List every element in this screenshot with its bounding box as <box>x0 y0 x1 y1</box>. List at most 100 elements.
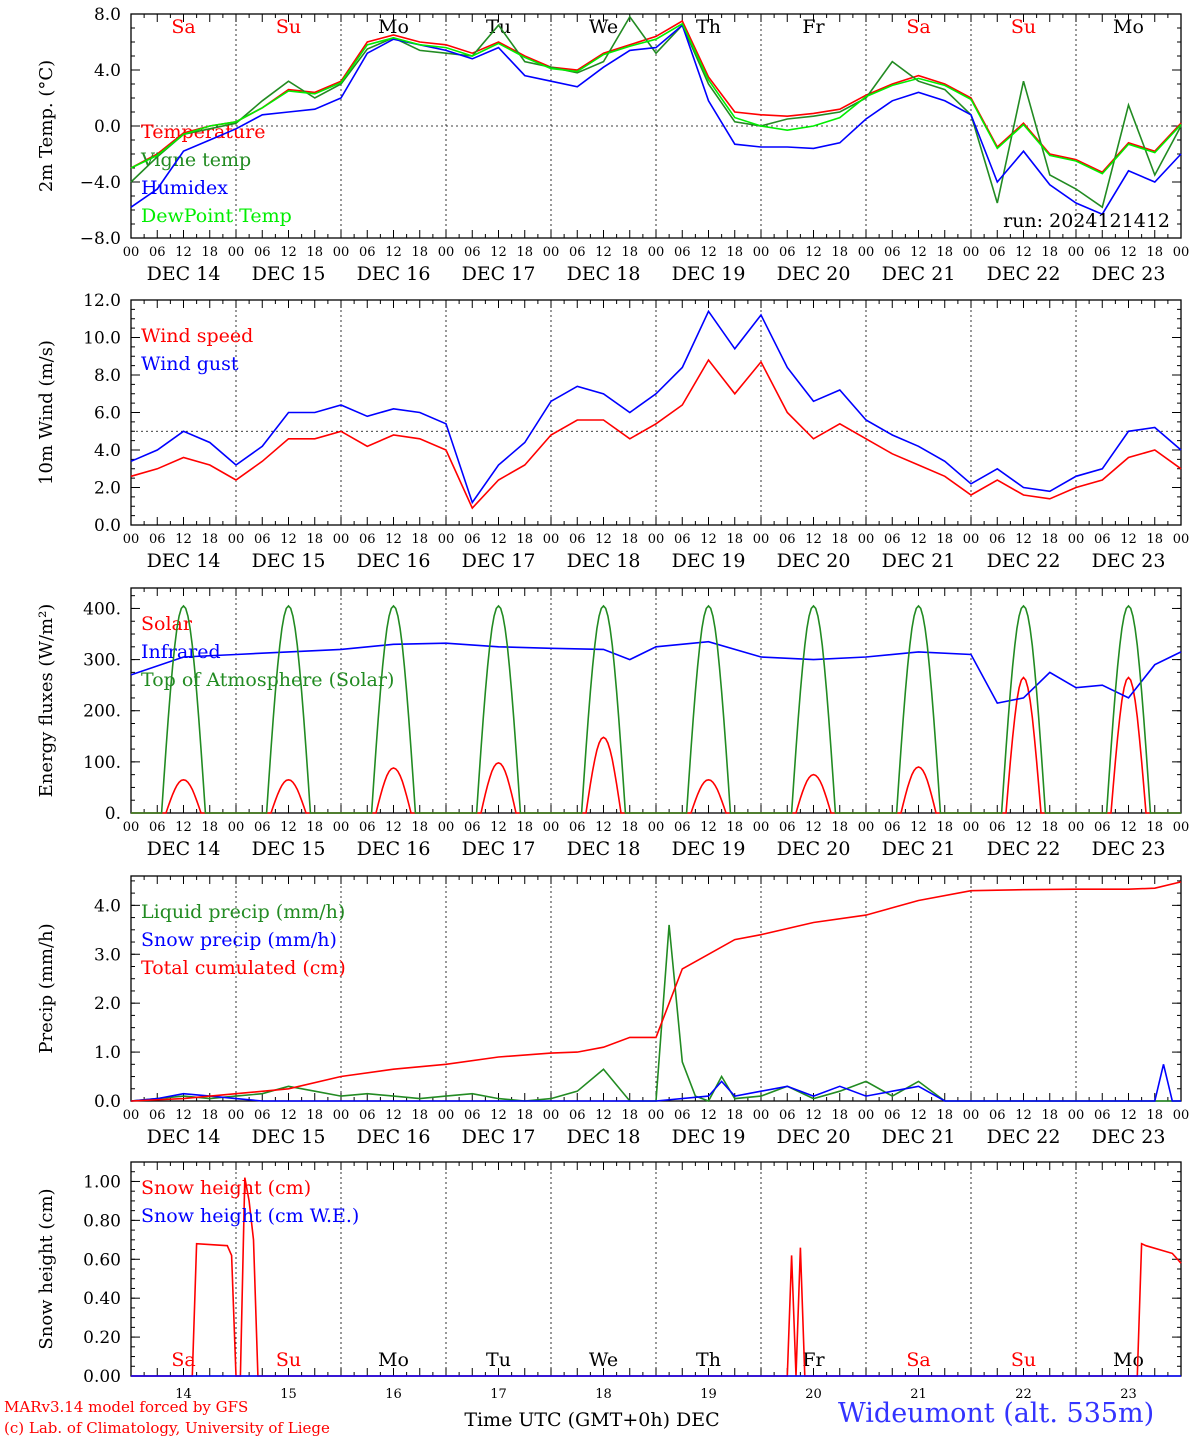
x-date-label: DEC 20 <box>777 838 851 860</box>
x-date-label: DEC 14 <box>147 263 221 285</box>
x-hour-label: 00 <box>648 1108 665 1123</box>
x-hour-label: 00 <box>753 245 770 260</box>
panel-2: 12.0 10.0 8.0 6.0 4.0 2.0 0.0 10m Wind (m/s) 00 0… <box>36 291 1189 572</box>
day-of-week-label: Su <box>276 16 301 38</box>
x-hour-label: 18 <box>726 820 743 835</box>
x-hour-label: 06 <box>149 1108 166 1123</box>
x-hour-label: 12 <box>490 532 507 547</box>
x-hour-label: 12 <box>595 245 612 260</box>
x-date-label: DEC 18 <box>567 263 641 285</box>
x-hour-label: 00 <box>858 245 875 260</box>
x-hour-label: 00 <box>228 245 245 260</box>
x-day-number: 20 <box>805 1387 822 1402</box>
x-hour-label: 00 <box>1068 245 1085 260</box>
x-date-label: DEC 14 <box>147 838 221 860</box>
x-hour-label: 12 <box>805 820 822 835</box>
x-hour-label: 00 <box>438 1108 455 1123</box>
x-hour-label: 12 <box>595 1108 612 1123</box>
x-hour-label: 18 <box>1041 245 1058 260</box>
x-date-label: DEC 21 <box>882 838 956 860</box>
x-hour-label: 18 <box>306 1108 323 1123</box>
day-of-week-label: Su <box>1011 16 1036 38</box>
series-line-top-of-atmosphere-solar- <box>131 604 1181 814</box>
x-hour-label: 00 <box>333 1108 350 1123</box>
x-date-label: DEC 23 <box>1092 263 1166 285</box>
x-date-label: DEC 16 <box>357 263 431 285</box>
legend-entry: DewPoint Temp <box>141 205 292 227</box>
x-hour-label: 12 <box>1120 1108 1137 1123</box>
x-hour-label: 12 <box>1015 820 1032 835</box>
x-hour-label: 06 <box>779 820 796 835</box>
day-of-week-label: We <box>589 1349 618 1371</box>
x-date-label: DEC 14 <box>147 1126 221 1148</box>
x-hour-label: 18 <box>411 820 428 835</box>
panel-1: 8.0 4.0 0.0 −4.0 −8.0 2m Temp. (°C) 00 06 12 18 00… <box>36 5 1189 285</box>
series-line-wind-gust <box>130 309 1182 505</box>
x-hour-label: 12 <box>490 1108 507 1123</box>
x-hour-label: 06 <box>569 1108 586 1123</box>
day-of-week-label: Mo <box>1113 1349 1144 1371</box>
x-hour-label: 06 <box>254 532 271 547</box>
x-hour-label: 18 <box>201 820 218 835</box>
x-hour-label: 12 <box>910 820 927 835</box>
x-hour-label: 00 <box>648 532 665 547</box>
y-tick-label: 0.60 <box>83 1250 121 1270</box>
x-hour-label: 00 <box>228 532 245 547</box>
x-day-number: 22 <box>1015 1387 1032 1402</box>
x-day-number: 21 <box>910 1387 927 1402</box>
x-hour-label: 00 <box>963 532 980 547</box>
x-hour-label: 18 <box>936 1108 953 1123</box>
x-hour-label: 18 <box>411 532 428 547</box>
x-date-label: DEC 19 <box>672 838 746 860</box>
x-date-label: DEC 16 <box>357 1126 431 1148</box>
x-hour-label: 18 <box>621 820 638 835</box>
x-hour-label: 18 <box>831 820 848 835</box>
x-day-number: 16 <box>385 1387 402 1402</box>
x-date-label: DEC 18 <box>567 838 641 860</box>
x-hour-label: 18 <box>621 532 638 547</box>
x-date-label: DEC 19 <box>672 1126 746 1148</box>
y-axis-label: 10m Wind (m/s) <box>36 340 57 485</box>
x-hour-label: 12 <box>805 245 822 260</box>
x-hour-label: 06 <box>1094 1108 1111 1123</box>
x-date-label: DEC 18 <box>567 550 641 572</box>
x-hour-label: 18 <box>1146 245 1163 260</box>
x-hour-label: 18 <box>1146 532 1163 547</box>
legend-entry: Liquid precip (mm/h) <box>141 901 345 923</box>
x-hour-label: 18 <box>831 532 848 547</box>
series-line-humidex <box>130 23 1182 216</box>
legend-entry: Solar <box>141 613 193 635</box>
day-of-week-label: Sa <box>906 1349 930 1371</box>
legend-entry: Wind gust <box>141 353 239 375</box>
x-date-label: DEC 23 <box>1092 1126 1166 1148</box>
x-hour-label: 18 <box>516 820 533 835</box>
x-hour-label: 00 <box>123 820 140 835</box>
x-hour-label: 00 <box>753 532 770 547</box>
x-hour-label: 12 <box>385 532 402 547</box>
day-of-week-label: Su <box>1011 1349 1036 1371</box>
x-hour-label: 06 <box>569 532 586 547</box>
x-hour-label: 18 <box>201 245 218 260</box>
y-tick-label: 0. <box>105 804 121 824</box>
x-hour-label: 18 <box>1041 1108 1058 1123</box>
x-hour-label: 06 <box>1094 820 1111 835</box>
x-hour-label: 12 <box>1015 1108 1032 1123</box>
x-hour-label: 18 <box>1041 820 1058 835</box>
x-hour-label: 18 <box>516 532 533 547</box>
x-hour-label: 00 <box>543 245 560 260</box>
x-hour-label: 12 <box>700 532 717 547</box>
x-date-label: DEC 23 <box>1092 550 1166 572</box>
legend-entry: Top of Atmosphere (Solar) <box>141 669 394 691</box>
x-hour-label: 06 <box>464 532 481 547</box>
x-hour-label: 00 <box>963 820 980 835</box>
x-hour-label: 12 <box>280 532 297 547</box>
y-tick-label: 2.0 <box>94 479 121 499</box>
x-hour-label: 00 <box>858 532 875 547</box>
x-hour-label: 18 <box>201 532 218 547</box>
x-hour-label: 00 <box>123 532 140 547</box>
x-hour-label: 06 <box>464 820 481 835</box>
y-tick-label: 1.0 <box>94 1043 121 1063</box>
x-hour-label: 00 <box>753 1108 770 1123</box>
x-hour-label: 00 <box>1173 532 1190 547</box>
y-axis-label: Snow height (cm) <box>36 1188 57 1349</box>
